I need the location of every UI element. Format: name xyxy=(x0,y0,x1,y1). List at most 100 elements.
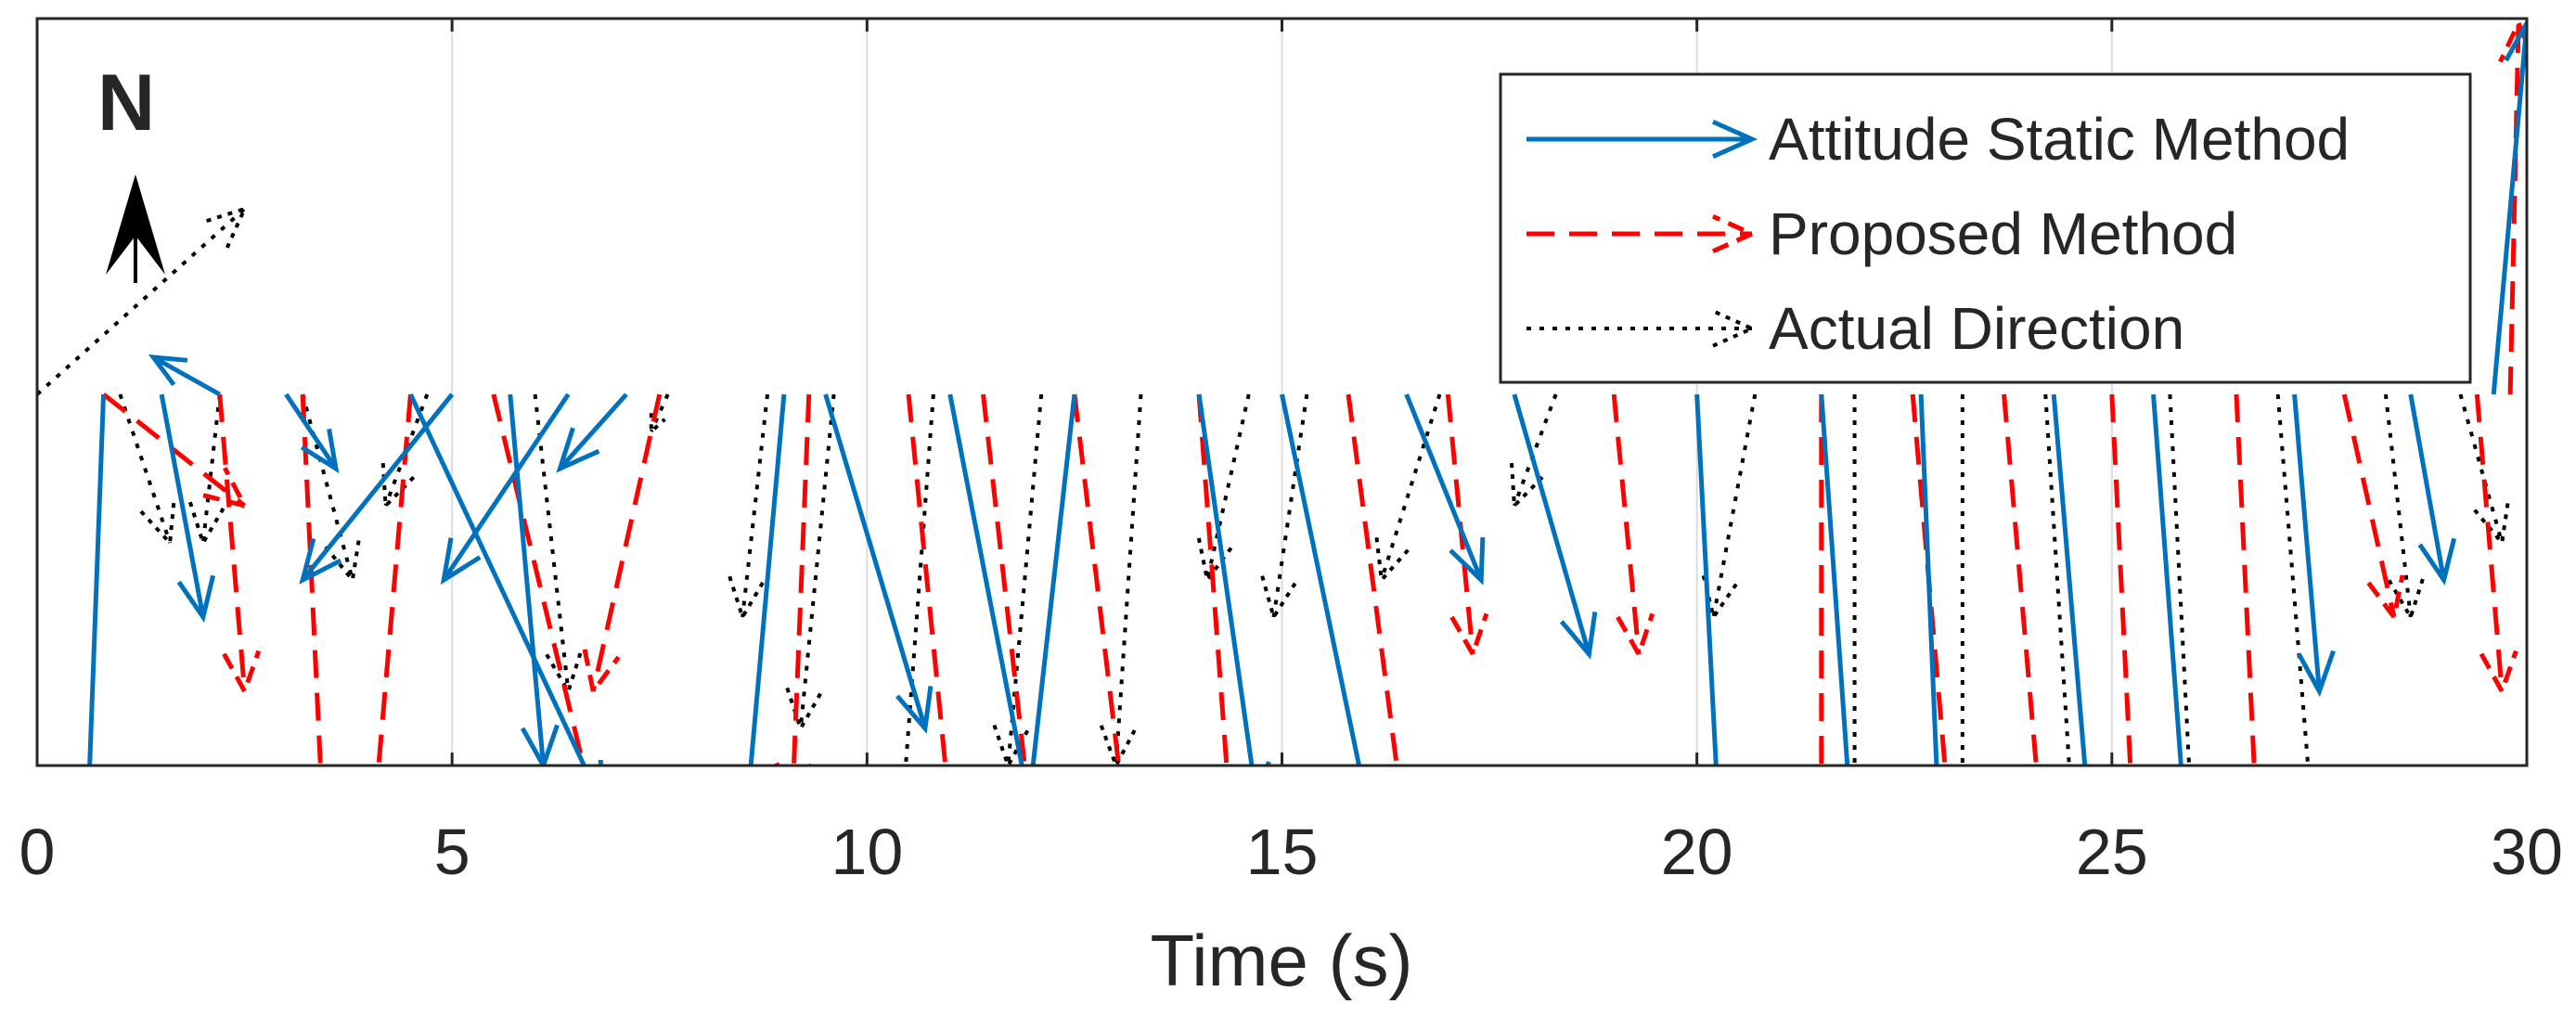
x-tick-label: 0 xyxy=(19,816,56,888)
north-arrow-icon xyxy=(106,174,165,275)
vector-arrow xyxy=(728,393,770,622)
series-attitude-static-method xyxy=(87,19,2527,988)
vector-arrow xyxy=(217,393,262,698)
vector-arrow-head xyxy=(222,650,262,698)
vector-arrow-shaft xyxy=(2491,22,2527,395)
vector-arrow xyxy=(2491,19,2527,395)
vector-arrow-shaft xyxy=(2275,393,2311,766)
x-tick-label: 25 xyxy=(2076,816,2148,888)
vector-arrow xyxy=(1260,393,1309,622)
vector-arrow-head xyxy=(1449,536,1486,586)
vector-arrow-head xyxy=(1449,612,1489,661)
vector-arrow-shaft xyxy=(2151,393,2183,766)
legend-arrow xyxy=(1526,119,1758,160)
vector-arrow-head xyxy=(1616,612,1655,661)
vector-arrow-shaft xyxy=(408,393,587,766)
vector-arrow-head xyxy=(1119,910,1153,951)
vector-arrow xyxy=(1819,393,1877,988)
vector-arrow xyxy=(491,393,609,840)
vector-arrow-head xyxy=(895,686,934,734)
vector-arrow-head xyxy=(1260,575,1298,622)
legend-label: Actual Direction xyxy=(1769,295,2184,362)
x-tick-label: 20 xyxy=(1661,816,1733,888)
x-tick-label: 5 xyxy=(434,816,470,888)
vector-arrow-shaft xyxy=(300,393,323,766)
vector-arrow-shaft xyxy=(2051,393,2088,766)
vector-arrow xyxy=(2051,393,2118,988)
vector-arrow-head xyxy=(1559,611,1598,660)
vector-arrow-shaft xyxy=(159,393,206,618)
vector-arrow xyxy=(774,393,814,766)
vector-arrow-head xyxy=(1385,799,1419,840)
vector-arrow-head xyxy=(2387,575,2426,622)
vector-arrow-shaft xyxy=(301,393,354,581)
vector-arrow xyxy=(37,205,249,396)
vector-arrow-head xyxy=(575,798,609,840)
legend-arrow-head xyxy=(1711,119,1758,160)
vector-arrow-head xyxy=(1235,761,1271,766)
vector-arrow-shaft xyxy=(906,393,948,766)
vector-arrow xyxy=(1910,393,1948,766)
vector-arrow xyxy=(159,393,216,624)
vector-arrow xyxy=(2383,393,2426,622)
vector-arrow-head xyxy=(2083,948,2118,988)
vector-arrow xyxy=(1030,393,1077,766)
vector-arrow-head xyxy=(176,574,216,624)
vector-arrow-head xyxy=(1510,462,1546,510)
vector-arrow-head xyxy=(1212,800,1246,840)
vector-arrow-shaft xyxy=(904,393,935,766)
vector-arrow-shaft xyxy=(1006,393,1044,766)
vector-arrow-head xyxy=(300,428,340,474)
vector-arrow-shaft xyxy=(2168,393,2192,766)
vector-arrow-head xyxy=(582,649,621,697)
vector-arrow-shaft xyxy=(823,393,928,729)
x-tick-label: 10 xyxy=(831,816,903,888)
vector-arrow xyxy=(1510,393,1558,510)
vector-arrow xyxy=(1694,393,1719,766)
x-axis-label: Time (s) xyxy=(1150,920,1412,1001)
vector-arrow xyxy=(2474,393,2518,698)
vector-arrow xyxy=(2292,393,2336,698)
series-proposed-method xyxy=(101,19,2527,951)
vector-arrow xyxy=(1819,394,1824,766)
vector-arrow xyxy=(2002,393,2039,766)
vector-arrow xyxy=(2408,393,2457,586)
vector-arrow-head xyxy=(720,910,754,951)
vector-arrow xyxy=(904,393,935,766)
vector-arrow xyxy=(533,393,584,696)
vector-arrow xyxy=(2168,393,2209,877)
vector-arrow-shaft xyxy=(508,393,547,766)
vector-arrow-shaft xyxy=(1918,393,1939,766)
vector-arrow xyxy=(1611,393,1655,661)
vector-arrow xyxy=(906,393,948,766)
vector-arrow-shaft xyxy=(2043,393,2071,766)
vector-arrow-shaft xyxy=(2109,393,2133,766)
vector-arrow-shaft xyxy=(2292,393,2322,692)
vector-arrow-shaft xyxy=(1404,393,1484,581)
vector-arrow-shaft xyxy=(590,393,663,692)
vector-arrow-head xyxy=(2175,837,2209,877)
vector-arrow-head xyxy=(1099,725,1138,766)
legend-arrow-head xyxy=(1712,309,1757,348)
vector-arrow-shaft xyxy=(301,393,455,582)
vector-arrow-shaft xyxy=(1196,393,1230,766)
vector-arrow-shaft xyxy=(947,393,1024,766)
vector-arrow-head xyxy=(785,687,824,733)
vector-arrow-shaft xyxy=(2408,393,2447,581)
vector-arrow xyxy=(2109,393,2133,766)
vector-arrow-shaft xyxy=(748,393,787,766)
vector-arrow-shaft xyxy=(981,393,1027,766)
vector-arrow xyxy=(300,393,323,766)
vector-arrow xyxy=(981,393,1027,766)
vector-arrow-shaft xyxy=(1205,393,1251,581)
vector-arrow xyxy=(2458,393,2510,547)
vector-arrow-shaft xyxy=(1030,393,1077,766)
vector-arrow-head xyxy=(1843,948,1877,988)
vector-arrow xyxy=(1512,393,1598,660)
series-actual-direction xyxy=(37,205,2510,877)
vector-arrow-head xyxy=(1926,948,1961,988)
vector-arrow-shaft xyxy=(1512,393,1591,655)
legend-label: Attitude Static Method xyxy=(1769,106,2350,173)
vector-arrow-head xyxy=(2479,650,2518,698)
vector-arrow xyxy=(1960,394,1964,766)
